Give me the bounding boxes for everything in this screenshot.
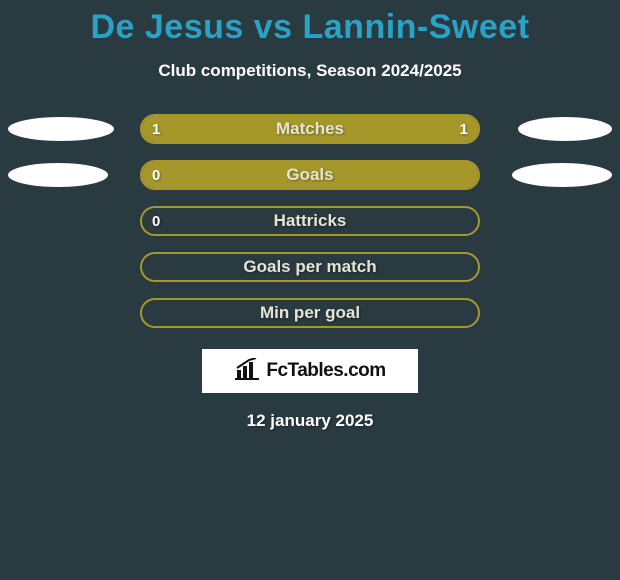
stat-bar: 11Matches <box>140 114 480 144</box>
left-ellipse <box>8 117 114 141</box>
logo-chart-icon <box>234 358 260 385</box>
left-ellipse <box>8 163 108 187</box>
comparison-row: Goals per match <box>0 247 620 293</box>
stat-label: Matches <box>142 116 478 142</box>
comparison-row: 0Hattricks <box>0 201 620 247</box>
comparison-row: 0Goals <box>0 155 620 201</box>
comparison-row: 11Matches <box>0 109 620 155</box>
stat-bar: 0Hattricks <box>140 206 480 236</box>
stat-bar: Goals per match <box>140 252 480 282</box>
stat-bar: Min per goal <box>140 298 480 328</box>
stat-label: Goals per match <box>142 254 478 280</box>
logo-box: FcTables.com <box>202 349 418 393</box>
comparison-rows: 11Matches 0Goals 0Hattricks Goals per match… <box>0 109 620 339</box>
right-ellipse <box>512 163 612 187</box>
comparison-row: Min per goal <box>0 293 620 339</box>
stat-label: Hattricks <box>142 208 478 234</box>
page-subtitle: Club competitions, Season 2024/2025 <box>0 61 620 81</box>
date-text: 12 january 2025 <box>0 411 620 431</box>
page-title: De Jesus vs Lannin-Sweet <box>0 0 620 47</box>
logo-text: FcTables.com <box>266 360 385 382</box>
stat-label: Goals <box>142 162 478 188</box>
right-ellipse <box>518 117 612 141</box>
stat-label: Min per goal <box>142 300 478 326</box>
stat-bar: 0Goals <box>140 160 480 190</box>
